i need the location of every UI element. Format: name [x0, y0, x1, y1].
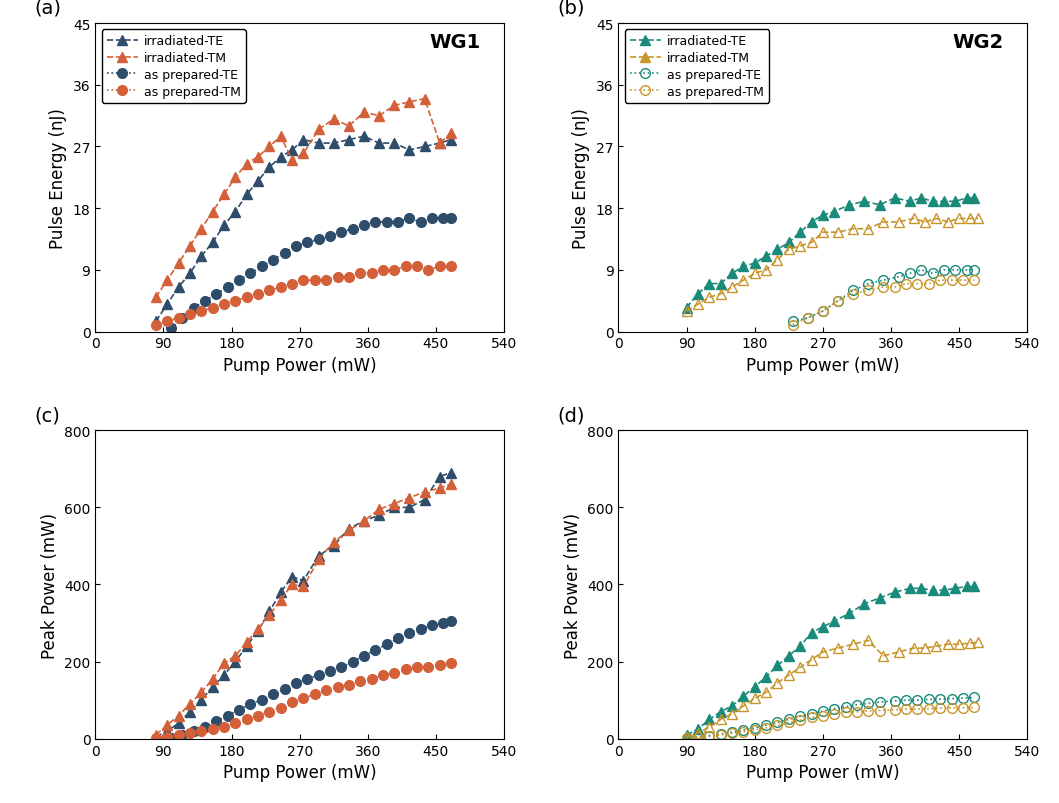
- Text: WG1: WG1: [429, 34, 481, 52]
- X-axis label: Pump Power (mW): Pump Power (mW): [746, 763, 900, 781]
- X-axis label: Pump Power (mW): Pump Power (mW): [746, 357, 900, 374]
- Y-axis label: Pulse Energy (nJ): Pulse Energy (nJ): [572, 108, 590, 248]
- Legend: irradiated-TE, irradiated-TM, as prepared-TE, as prepared-TM: irradiated-TE, irradiated-TM, as prepare…: [625, 31, 769, 104]
- Text: (b): (b): [557, 0, 585, 18]
- Text: (a): (a): [34, 0, 61, 18]
- Text: WG2: WG2: [952, 34, 1004, 52]
- X-axis label: Pump Power (mW): Pump Power (mW): [222, 763, 377, 781]
- X-axis label: Pump Power (mW): Pump Power (mW): [222, 357, 377, 374]
- Y-axis label: Pulse Energy (nJ): Pulse Energy (nJ): [49, 108, 67, 248]
- Y-axis label: Peak Power (mW): Peak Power (mW): [563, 512, 581, 658]
- Text: (d): (d): [557, 406, 585, 425]
- Text: (c): (c): [34, 406, 60, 425]
- Legend: irradiated-TE, irradiated-TM, as prepared-TE, as prepared-TM: irradiated-TE, irradiated-TM, as prepare…: [102, 31, 246, 104]
- Y-axis label: Peak Power (mW): Peak Power (mW): [40, 512, 58, 658]
